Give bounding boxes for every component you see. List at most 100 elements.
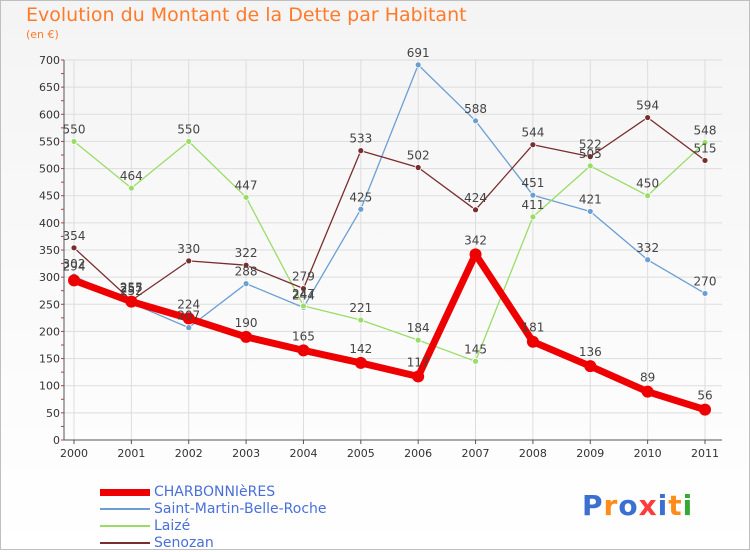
series-point-0-2003 xyxy=(240,330,253,343)
data-labels-layer: 302 252 207 288 244 425 691 588 451 421 332 270 550 4… xyxy=(63,46,717,403)
y-tick-label-350: 350 xyxy=(39,244,60,257)
data-label-3-2010: 594 xyxy=(636,99,659,113)
y-tick-label-250: 250 xyxy=(39,298,60,311)
y-tick-label-150: 150 xyxy=(39,353,60,366)
y-tick-label-450: 450 xyxy=(39,190,60,203)
data-label-1-2006: 691 xyxy=(407,46,430,60)
axes: 0501001502002503003504004505005506006507… xyxy=(39,54,722,460)
data-label-3-2008: 544 xyxy=(521,126,544,140)
series-point-1-2009 xyxy=(586,208,594,215)
data-label-1-2008: 451 xyxy=(521,176,544,190)
series-point-1-2011 xyxy=(701,290,709,297)
logo-letter-6: i xyxy=(682,489,694,522)
series-point-3-2005 xyxy=(357,147,365,155)
data-label-0-2001: 255 xyxy=(120,281,143,295)
series-line-3 xyxy=(73,116,706,302)
data-label-0-2003: 190 xyxy=(235,316,258,330)
series-point-0-2010 xyxy=(641,385,654,398)
data-label-3-2005: 533 xyxy=(349,132,372,146)
series-point-1-2005 xyxy=(357,205,365,213)
series-point-2-2006 xyxy=(414,336,422,344)
series-line-1 xyxy=(73,64,706,329)
legend-item-3: Senozan xyxy=(100,535,327,552)
legend-label-0: CHARBONNIèRES xyxy=(154,484,276,500)
logo-letter-2: o xyxy=(618,489,639,522)
data-label-1-2002: 207 xyxy=(177,309,200,323)
legend-label-1: Saint-Martin-Belle-Roche xyxy=(154,501,327,517)
data-label-2-2003: 447 xyxy=(235,178,258,192)
series-point-0-2006 xyxy=(412,370,425,383)
series-point-1-2010 xyxy=(644,256,652,264)
x-tick-label-2003: 2003 xyxy=(232,447,260,460)
legend-swatch-0 xyxy=(100,489,150,496)
data-label-1-2004: 244 xyxy=(292,289,315,303)
data-label-2-2010: 450 xyxy=(636,177,659,191)
grid-lines xyxy=(64,59,722,441)
data-label-2-2006: 184 xyxy=(407,321,430,335)
data-label-0-2007: 342 xyxy=(464,233,487,247)
data-label-0-2011: 56 xyxy=(697,389,712,403)
series-point-0-2005 xyxy=(354,356,367,369)
x-tick-label-2001: 2001 xyxy=(117,447,145,460)
series-point-2-2001 xyxy=(127,184,135,192)
series-point-0-2011 xyxy=(699,403,711,416)
data-label-1-2001: 252 xyxy=(120,284,143,298)
chart-subtitle: (en €) xyxy=(26,28,59,41)
data-label-1-2005: 425 xyxy=(349,190,372,204)
series-point-3-2010 xyxy=(644,114,652,121)
series-point-3-2000 xyxy=(70,244,78,252)
series-point-0-2009 xyxy=(584,360,597,373)
data-label-2-2000: 550 xyxy=(63,122,86,136)
series-point-2-2000 xyxy=(70,138,78,145)
data-label-2-2004: 247 xyxy=(292,287,315,301)
y-tick-label-700: 700 xyxy=(39,54,60,67)
y-tick-label-100: 100 xyxy=(39,380,60,393)
series-point-1-2006 xyxy=(414,61,422,69)
data-label-3-2002: 330 xyxy=(177,242,200,256)
chart-title: Evolution du Montant de la Dette par Hab… xyxy=(26,4,467,26)
data-label-1-2011: 270 xyxy=(694,274,717,288)
y-tick-label-600: 600 xyxy=(39,108,60,121)
proxiti-logo: Proxiti xyxy=(582,489,693,522)
y-tick-label-500: 500 xyxy=(39,163,60,176)
data-label-2-2002: 550 xyxy=(177,122,200,136)
series-point-2-2010 xyxy=(644,192,652,200)
data-label-0-2000: 294 xyxy=(63,259,86,273)
data-label-0-2008: 181 xyxy=(521,321,544,335)
series-point-0-2002 xyxy=(182,312,195,325)
x-tick-label-2006: 2006 xyxy=(404,447,432,460)
series-point-3-2003 xyxy=(242,261,250,269)
legend: CHARBONNIèRES Saint-Martin-Belle-Roche Lai… xyxy=(100,484,327,552)
logo-letter-4: i xyxy=(657,489,669,522)
series-point-1-2007 xyxy=(472,117,479,125)
data-label-2-2007: 145 xyxy=(464,342,487,356)
x-tick-label-2000: 2000 xyxy=(60,447,88,460)
data-label-0-2010: 89 xyxy=(640,371,655,385)
x-tick-label-2004: 2004 xyxy=(289,447,317,460)
series-line-0 xyxy=(70,250,709,414)
data-label-1-2009: 421 xyxy=(579,192,602,206)
data-label-1-2003: 288 xyxy=(235,265,258,279)
series-point-3-2007 xyxy=(472,206,479,214)
series-point-1-2002 xyxy=(185,324,193,332)
x-tick-label-2005: 2005 xyxy=(347,447,375,460)
data-label-3-2006: 502 xyxy=(407,148,430,162)
series-point-3-2008 xyxy=(529,141,537,149)
data-label-0-2009: 136 xyxy=(579,345,602,359)
series-point-0-2004 xyxy=(297,344,310,357)
series-point-2-2004 xyxy=(300,302,307,310)
data-label-2-2011: 548 xyxy=(694,124,717,138)
legend-swatch-1 xyxy=(100,508,150,510)
y-tick-label-300: 300 xyxy=(39,271,60,284)
series-point-2-2011 xyxy=(701,139,709,146)
series-point-2-2005 xyxy=(357,316,365,324)
data-label-3-2004: 279 xyxy=(292,270,315,284)
legend-item-0: CHARBONNIèRES xyxy=(100,484,327,501)
series-point-3-2002 xyxy=(185,257,193,265)
data-label-3-2011: 515 xyxy=(694,141,717,155)
data-label-3-2009: 522 xyxy=(579,138,602,152)
data-label-2-2005: 221 xyxy=(349,301,372,315)
logo-letter-5: t xyxy=(668,489,683,522)
series-point-2-2002 xyxy=(185,138,193,145)
